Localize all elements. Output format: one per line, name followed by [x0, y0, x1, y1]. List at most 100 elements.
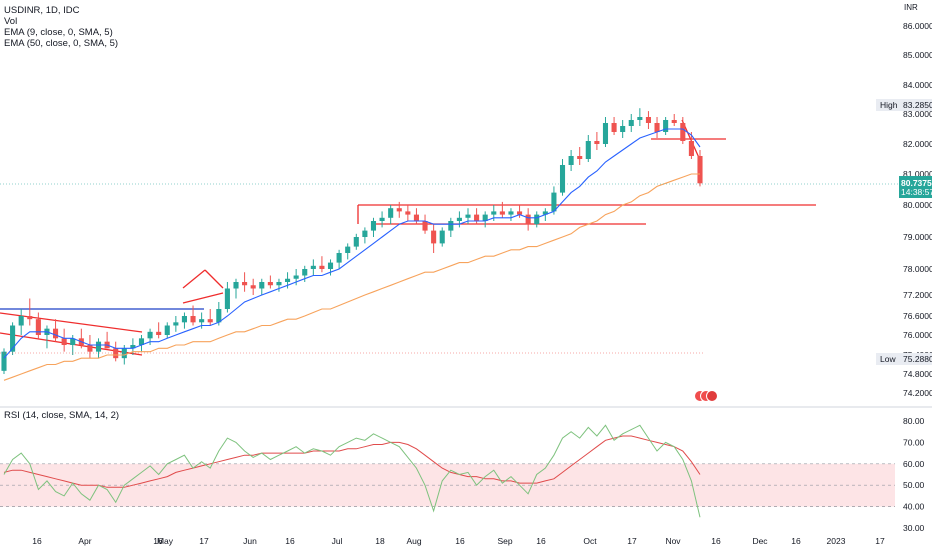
candle	[250, 278, 256, 295]
candle-body	[138, 338, 145, 345]
time-tick-label: 16	[153, 536, 163, 546]
candle-body	[542, 211, 548, 215]
candle-body	[147, 331, 153, 339]
candle-body	[70, 338, 76, 345]
rsi-legend[interactable]: RSI (14, close, SMA, 14, 2)	[4, 410, 120, 421]
time-tick-label: Jul	[332, 536, 343, 546]
time-tick-label: 16	[536, 536, 546, 546]
low-tag-bg	[876, 353, 932, 365]
price-tick-label: 81.0000	[903, 169, 932, 179]
high-tag-bg	[876, 99, 932, 111]
ema-lines	[3, 128, 701, 381]
candle	[27, 298, 33, 326]
price-tick-label: 76.0000	[903, 330, 932, 340]
candle-body	[353, 237, 359, 247]
candle	[388, 205, 394, 225]
candle-body	[293, 275, 299, 279]
wedge-bottom	[182, 292, 224, 304]
time-tick-label: 16	[455, 536, 465, 546]
events-icon[interactable]	[694, 390, 718, 402]
price-tick-label: 85.0000	[903, 50, 932, 60]
candle-body	[164, 325, 170, 335]
high-tag-value: 83.2850	[903, 100, 932, 110]
candle	[448, 217, 454, 237]
candle	[242, 272, 248, 292]
price-tick-label: 82.0000	[903, 139, 932, 149]
candle	[551, 186, 557, 215]
candle	[611, 117, 617, 135]
candle-body	[413, 214, 419, 221]
candle	[190, 305, 196, 326]
candle	[577, 147, 583, 165]
candle	[499, 201, 505, 218]
candle-body	[87, 345, 93, 352]
ema50-line	[3, 173, 700, 381]
time-tick-label: 17	[199, 536, 209, 546]
ema9-line	[3, 128, 701, 359]
time-tick-label: Aug	[406, 536, 421, 546]
candle-body	[379, 217, 385, 221]
candle	[35, 312, 41, 339]
candle-body	[130, 345, 136, 349]
candle-body	[551, 192, 557, 212]
candle-body	[405, 211, 411, 215]
candle-body	[680, 123, 686, 141]
candle	[697, 150, 703, 187]
time-tick-label: 16	[285, 536, 295, 546]
candle-body	[27, 316, 33, 320]
candle-body	[482, 214, 488, 221]
time-tick-label: Oct	[583, 536, 597, 546]
price-tick-label: 76.6000	[903, 311, 932, 321]
candle	[525, 208, 531, 231]
candle	[396, 201, 402, 218]
rsi-tick-label: 80.00	[903, 416, 925, 426]
candle-body	[370, 221, 377, 231]
candle-body	[181, 316, 187, 323]
ema50-legend[interactable]: EMA (50, close, 0, SMA, 5)	[4, 38, 119, 49]
candle-body	[173, 322, 179, 326]
candle	[276, 278, 282, 292]
low-tag-label: Low	[880, 354, 896, 364]
symbol-legend[interactable]: USDINR, 1D, IDC	[4, 5, 80, 16]
candle	[353, 233, 359, 250]
candle-body	[499, 211, 505, 215]
candle	[267, 275, 273, 289]
wedge-right	[204, 269, 224, 289]
candle	[95, 338, 102, 359]
ema9-legend[interactable]: EMA (9, close, 0, SMA, 5)	[4, 27, 113, 38]
price-tick-label: 84.0000	[903, 80, 932, 90]
candle	[181, 312, 187, 329]
candle	[138, 335, 145, 352]
candle	[663, 117, 669, 135]
volume-legend[interactable]: Vol	[4, 16, 18, 27]
candle-body	[310, 265, 316, 269]
candle	[405, 205, 411, 221]
candle	[173, 316, 179, 332]
main-pane[interactable]: 86.0000 85.0000 84.0000 83.0000 82.0000 81.00…	[0, 21, 932, 546]
candle-body	[207, 319, 213, 323]
candle	[216, 302, 222, 326]
candle-body	[508, 211, 514, 215]
candle-body	[113, 348, 119, 359]
rsi-lines	[3, 424, 701, 518]
candle	[1, 348, 7, 374]
price-axis[interactable]: 86.0000 85.0000 84.0000 83.0000 82.0000 81.00…	[903, 21, 932, 398]
rsi-ma-line	[3, 435, 701, 488]
candle	[164, 322, 170, 339]
candle	[413, 208, 419, 225]
rsi-tick-label: 50.00	[903, 480, 925, 490]
candle	[439, 227, 445, 247]
candle	[61, 328, 67, 352]
candle-body	[422, 221, 428, 231]
candle-body	[319, 265, 325, 269]
candle-body	[525, 214, 531, 225]
rsi-tick-label: 70.00	[903, 437, 925, 447]
candle	[345, 243, 351, 260]
candle-body	[645, 117, 651, 123]
candle	[422, 214, 428, 234]
candle-body	[474, 214, 480, 221]
candle-body	[628, 120, 634, 126]
rsi-axis[interactable]: 80.00 70.00 60.00 50.00 40.00 30.00	[903, 416, 925, 533]
